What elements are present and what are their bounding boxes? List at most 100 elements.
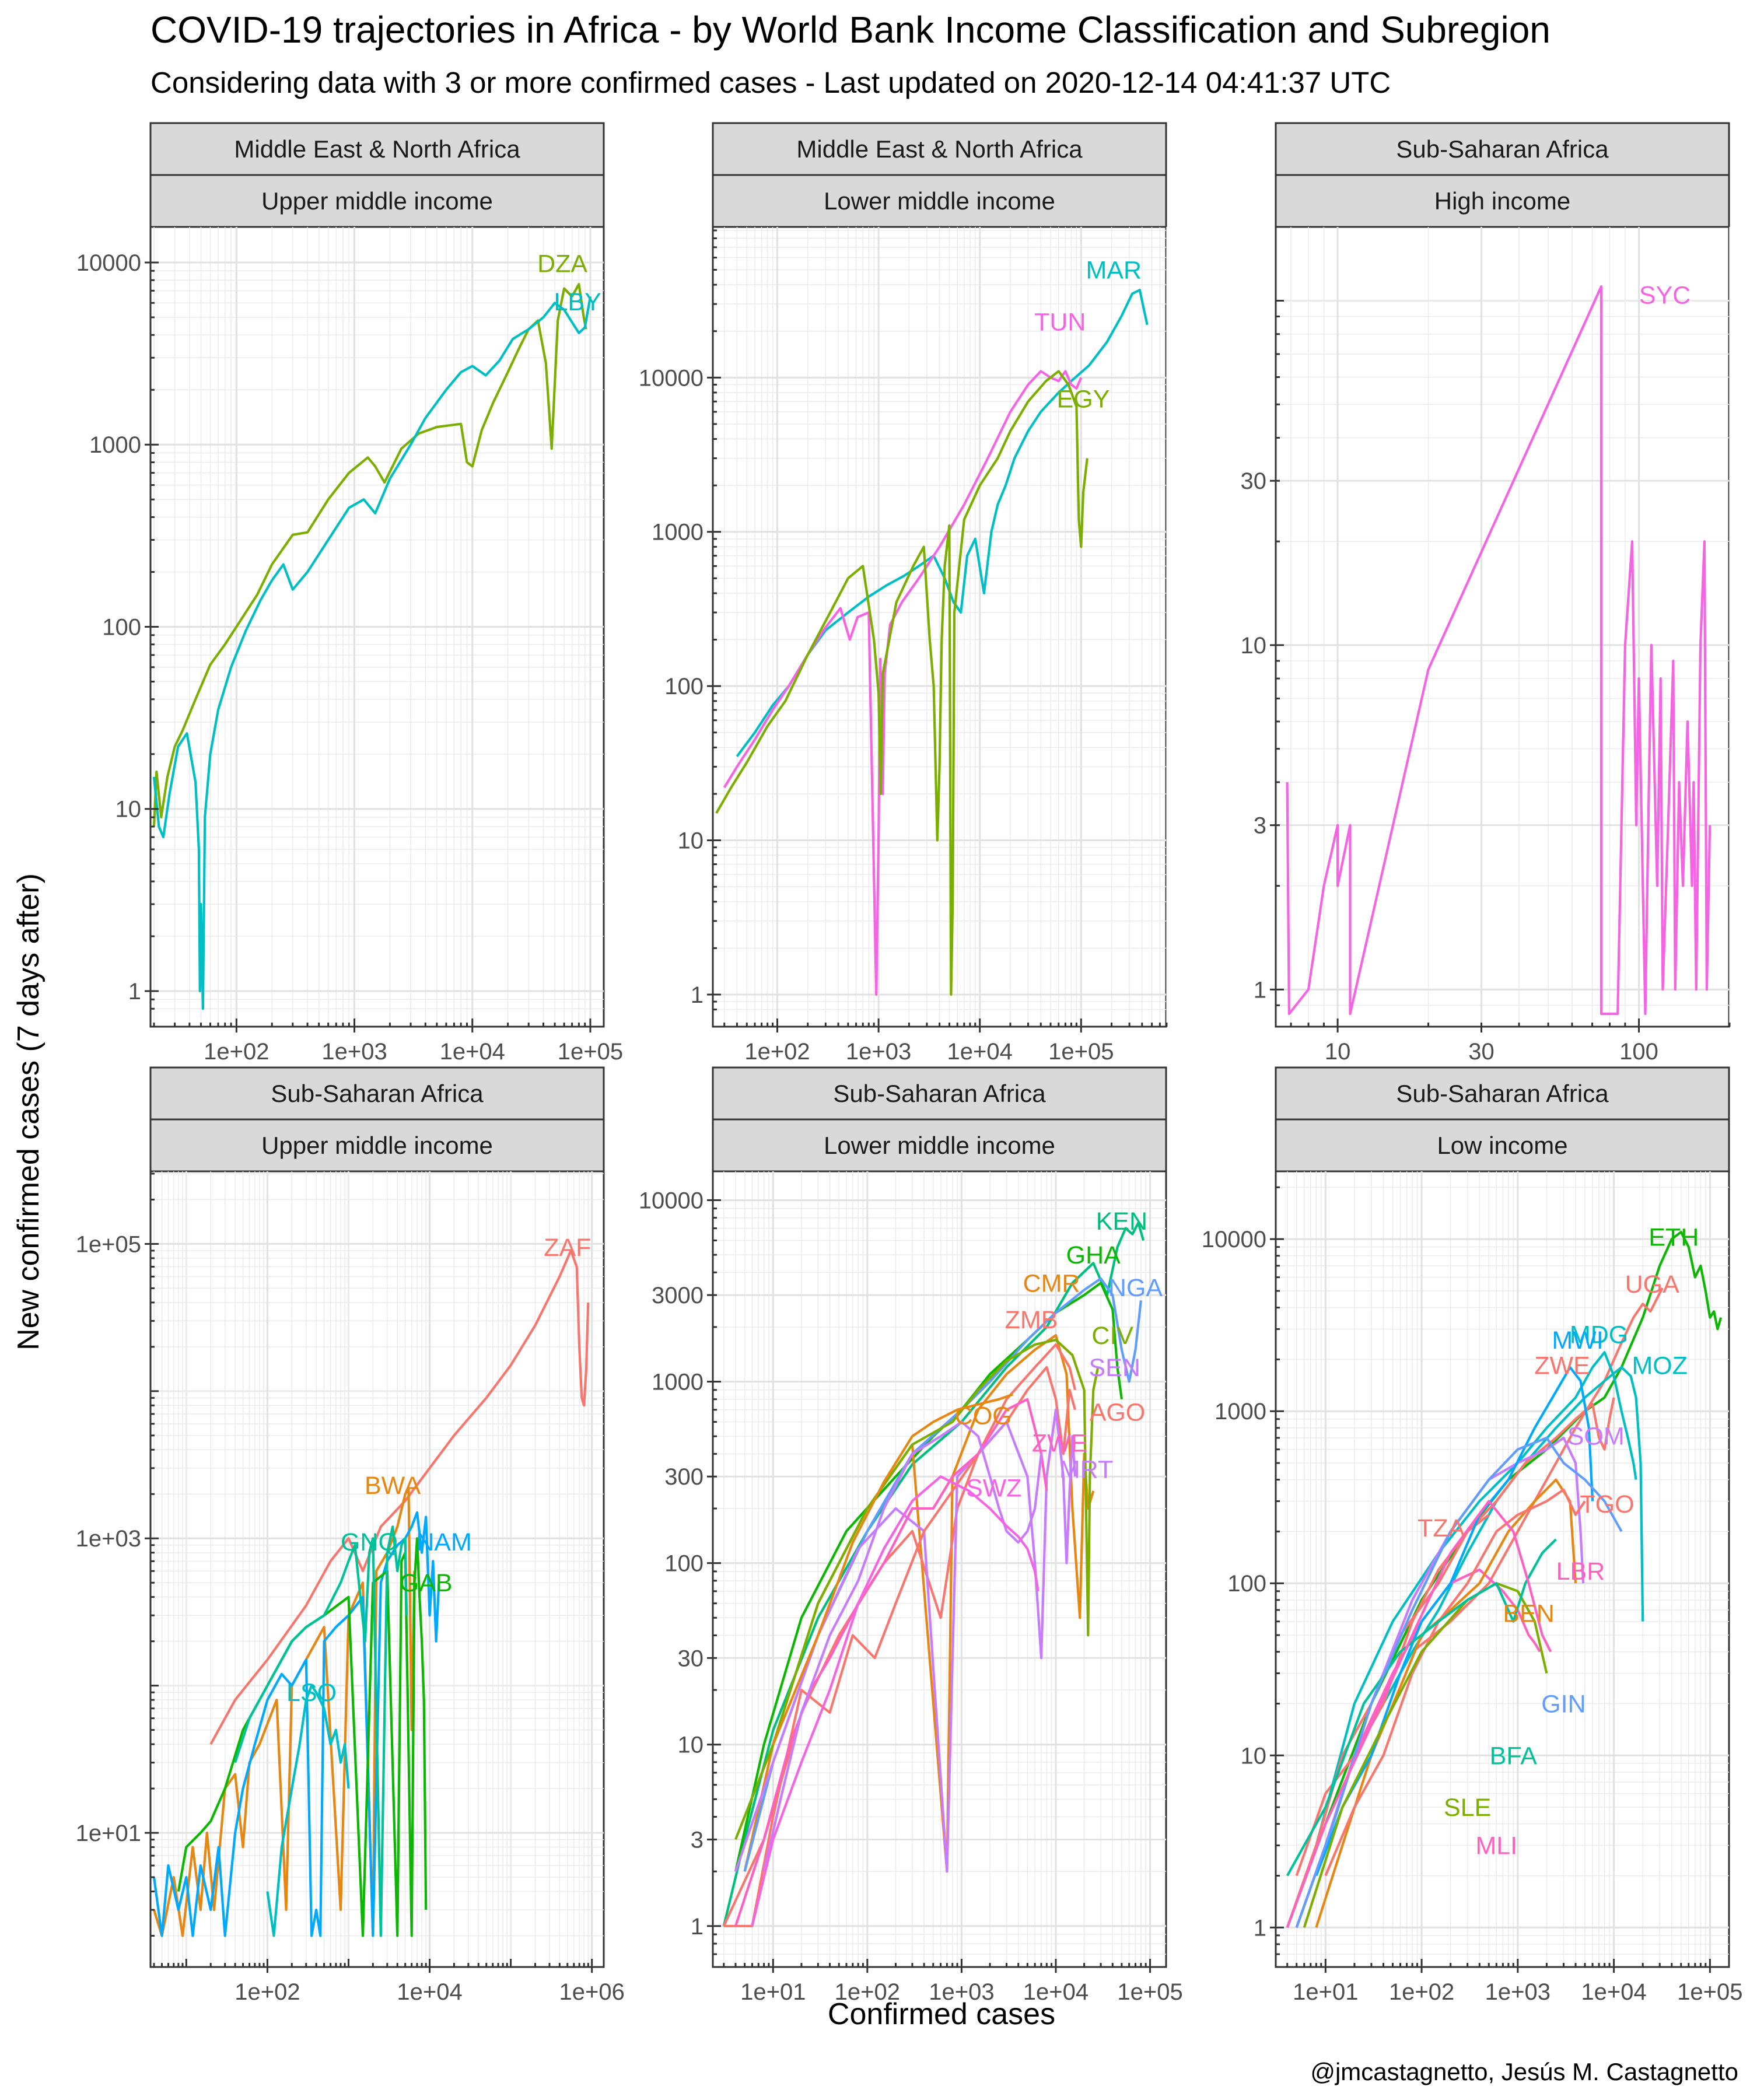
- series-line-civ: [734, 1338, 1100, 1840]
- x-tick-label: 1e+03: [1485, 1979, 1550, 2005]
- strip-label-region: Sub-Saharan Africa: [1396, 1080, 1609, 1107]
- series-label-swz: SWZ: [966, 1475, 1022, 1503]
- series-line-zaf: [209, 1249, 590, 1745]
- series-line-ken: [722, 1222, 1145, 1927]
- x-tick-label: 1e+05: [1677, 1979, 1742, 2005]
- strip-label-region: Sub-Saharan Africa: [271, 1080, 484, 1107]
- y-tick-label: 1e+05: [76, 1231, 141, 1257]
- y-tick-label: 3: [1254, 813, 1266, 839]
- y-tick-label: 10000: [639, 1188, 704, 1213]
- series-line-gab: [177, 1537, 428, 1937]
- series-label-sle: SLE: [1444, 1794, 1491, 1822]
- series-label-som: SOM: [1567, 1422, 1625, 1450]
- x-tick-label: 1e+04: [397, 1979, 462, 2005]
- series-label-zwe: ZWE: [1534, 1352, 1590, 1380]
- series-line-lso: [266, 1684, 350, 1937]
- series-label-nga: NGA: [1108, 1274, 1163, 1302]
- chart-caption: @jmcastagnetto, Jesús M. Castagnetto: [1310, 2058, 1738, 2085]
- facet-panel: Sub-Saharan Africa High income SYC 10 30 100 1…: [1241, 122, 1731, 1065]
- strip-label-income: Lower middle income: [824, 187, 1055, 215]
- y-tick-label: 10: [678, 828, 704, 854]
- y-tick-label: 10: [678, 1732, 704, 1758]
- y-axis-label: New confirmed cases (7 days after): [12, 873, 46, 1350]
- strip-label-income: Low income: [1437, 1132, 1567, 1159]
- strip-label-income: Upper middle income: [261, 1132, 493, 1159]
- x-tick-label: 1e+06: [559, 1979, 625, 2005]
- y-tick-label: 1000: [652, 520, 704, 545]
- facet-panel: Sub-Saharan Africa Low income ETH UGA MDGMOZ…: [1202, 1066, 1743, 2005]
- strip-label-income: High income: [1434, 187, 1570, 215]
- y-tick-label: 1: [691, 982, 704, 1008]
- series-label-uga: UGA: [1625, 1270, 1680, 1298]
- series-line-bfa: [1286, 1538, 1557, 1877]
- facet-panel: Sub-Saharan Africa Lower middle income KEN…: [639, 1066, 1183, 2005]
- series-label-tgo: TGO: [1580, 1490, 1634, 1518]
- x-tick-label: 1e+05: [558, 1039, 623, 1065]
- series-line-mdg: [1286, 1351, 1637, 1928]
- series-label-cog: COG: [955, 1402, 1012, 1430]
- series-label-mli: MLI: [1475, 1832, 1517, 1860]
- series-label-gin: GIN: [1541, 1690, 1586, 1718]
- series-line-gin: [1295, 1436, 1623, 1928]
- y-tick-label: 10: [1241, 633, 1267, 659]
- x-tick-label: 10: [1325, 1039, 1351, 1065]
- strip-region: [712, 1066, 1167, 1121]
- series-label-mwi: MWI: [1552, 1326, 1603, 1354]
- strip-label-region: Sub-Saharan Africa: [1396, 135, 1609, 163]
- y-tick-label: 10: [1241, 1743, 1267, 1769]
- y-tick-label: 1: [1254, 1915, 1266, 1941]
- strip-income: [1275, 174, 1730, 228]
- series-line-gha: [734, 1282, 1123, 1872]
- x-axis-label: Confirmed cases: [828, 1997, 1055, 2031]
- series-line-zwe: [734, 1398, 1048, 1927]
- series-label-ago: AGO: [1090, 1399, 1146, 1427]
- series-line-egy: [715, 370, 1088, 996]
- y-tick-label: 1000: [652, 1370, 704, 1395]
- x-tick-label: 1e+05: [1117, 1979, 1182, 2005]
- series-label-bwa: BWA: [365, 1472, 421, 1500]
- strip-label-income: Lower middle income: [824, 1132, 1055, 1159]
- series-line-ben: [1315, 1478, 1577, 1928]
- series-label-lby: LBY: [554, 288, 601, 316]
- x-tick-label: 1e+04: [440, 1039, 505, 1065]
- facet-panel: Middle East & North Africa Lower middle i…: [639, 122, 1168, 1065]
- x-tick-label: 1e+04: [1023, 1979, 1088, 2005]
- y-tick-label: 3000: [652, 1283, 704, 1308]
- strip-label-region: Middle East & North Africa: [796, 135, 1083, 163]
- series-label-gnq: GNQ: [341, 1528, 398, 1556]
- series-line-zwe: [1286, 1397, 1615, 1928]
- x-tick-label: 1e+03: [321, 1039, 387, 1065]
- series-line-cog: [772, 1393, 1013, 1745]
- strip-region: [712, 122, 1167, 176]
- series-label-sen: SEN: [1088, 1354, 1140, 1382]
- y-tick-label: 10000: [1202, 1227, 1266, 1252]
- strip-label-region: Sub-Saharan Africa: [833, 1080, 1046, 1107]
- strip-region: [1275, 122, 1730, 176]
- series-line-tgo: [1324, 1488, 1586, 1877]
- y-tick-label: 10000: [76, 250, 141, 276]
- series-label-zmb: ZMB: [1005, 1306, 1058, 1334]
- x-tick-label: 1e+02: [835, 1979, 900, 2005]
- x-tick-label: 1e+02: [744, 1039, 810, 1065]
- x-tick-label: 1e+02: [204, 1039, 269, 1065]
- series-line-syc: [1286, 285, 1712, 1016]
- series-label-mrt: MRT: [1059, 1455, 1113, 1483]
- series-line-gnq: [234, 1525, 408, 1937]
- series-label-zwe: ZWE: [1032, 1429, 1088, 1457]
- y-tick-label: 100: [1227, 1571, 1266, 1597]
- x-tick-label: 1e+04: [947, 1039, 1013, 1065]
- y-tick-label: 1000: [89, 432, 141, 458]
- series-label-moz: MOZ: [1632, 1352, 1688, 1380]
- strip-income: [712, 1118, 1167, 1172]
- series-label-nam: NAM: [416, 1528, 472, 1556]
- series-label-syc: SYC: [1639, 281, 1690, 309]
- series-label-egy: EGY: [1057, 385, 1110, 413]
- y-tick-label: 100: [664, 674, 704, 699]
- strip-income: [149, 174, 605, 228]
- strip-label-region: Middle East & North Africa: [234, 135, 520, 163]
- series-label-civ: CIV: [1091, 1322, 1133, 1350]
- y-tick-label: 1000: [1214, 1399, 1266, 1424]
- series-label-dza: DZA: [537, 250, 587, 278]
- x-tick-label: 100: [1619, 1039, 1658, 1065]
